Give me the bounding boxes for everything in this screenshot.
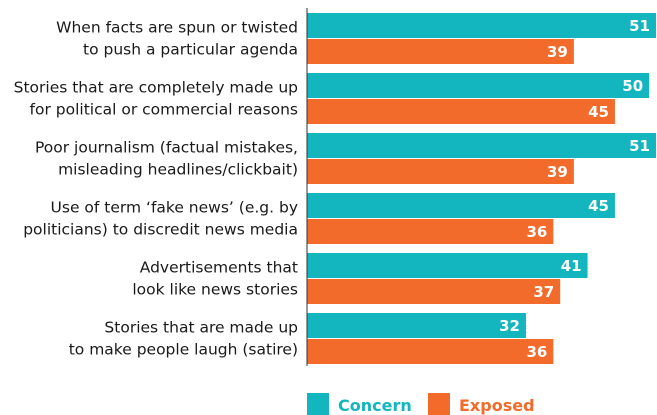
bar-concern-4 [307,253,588,278]
category-label-4-line-0: Advertisements that [140,259,298,277]
category-label-3-line-0: Use of term ‘fake news’ (e.g. by [51,199,298,217]
bar-exposed-2 [307,159,574,184]
value-label-exposed-5: 36 [526,343,547,361]
legend: Concern Exposed [307,393,535,415]
bar-exposed-1 [307,99,615,124]
value-label-exposed-4: 37 [533,283,554,301]
bar-concern-0 [307,13,656,38]
bar-exposed-0 [307,39,574,64]
value-label-exposed-2: 39 [547,163,568,181]
bar-concern-1 [307,73,650,98]
bar-exposed-5 [307,339,554,364]
category-label-2-line-1: misleading headlines/clickbait) [58,161,298,179]
bar-concern-3 [307,193,615,218]
bar-concern-5 [307,313,526,338]
value-label-concern-4: 41 [561,257,582,275]
bar-exposed-3 [307,219,554,244]
legend-swatch-exposed [428,393,450,415]
value-label-concern-3: 45 [588,197,609,215]
bar-exposed-4 [307,279,561,304]
legend-swatch-concern [307,393,329,415]
category-label-5-line-0: Stories that are made up [104,319,298,337]
category-label-3-line-1: politicians) to discredit news media [23,221,298,239]
bar-concern-2 [307,133,656,158]
category-label-0-line-1: to push a particular agenda [83,41,298,59]
value-label-concern-2: 51 [629,137,650,155]
category-labels-layer: When facts are spun or twisted to push a … [14,19,298,359]
value-label-concern-1: 50 [622,77,643,95]
value-label-concern-0: 51 [629,17,650,35]
bars-layer: 51 39 50 45 51 39 45 36 41 37 32 36 [307,13,656,364]
legend-label-concern: Concern [338,396,412,415]
value-label-exposed-0: 39 [547,43,568,61]
category-label-1-line-1: for political or commercial reasons [30,101,298,119]
value-label-concern-5: 32 [499,317,520,335]
category-label-0-line-0: When facts are spun or twisted [56,19,298,37]
value-label-exposed-1: 45 [588,103,609,121]
category-label-5-line-1: to make people laugh (satire) [69,341,298,359]
legend-label-exposed: Exposed [459,396,535,415]
category-label-1-line-0: Stories that are completely made up [14,79,298,97]
category-label-4-line-1: look like news stories [132,281,298,299]
category-label-2-line-0: Poor journalism (factual mistakes, [35,139,298,157]
value-label-exposed-3: 36 [526,223,547,241]
